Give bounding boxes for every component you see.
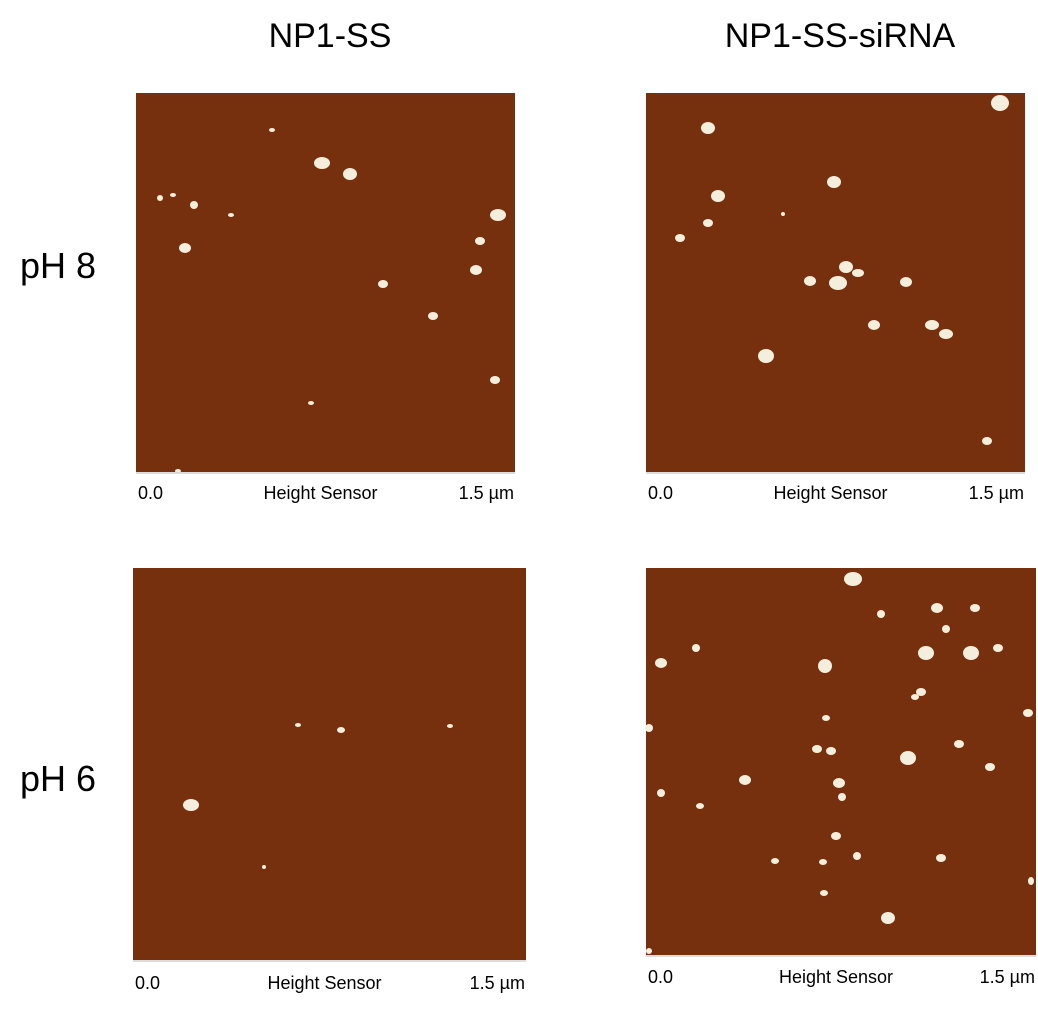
particle xyxy=(475,237,485,245)
afm-image xyxy=(136,93,515,472)
particle xyxy=(490,376,500,384)
particle xyxy=(655,658,667,668)
particle xyxy=(954,740,964,748)
particle xyxy=(1028,877,1034,885)
scale-label: Height Sensor xyxy=(773,483,887,503)
row-label: pH 6 xyxy=(20,758,96,799)
particle xyxy=(877,610,885,618)
scale-end: 1.5 µm xyxy=(459,483,514,503)
particle xyxy=(269,128,275,132)
column-title: NP1-SS xyxy=(269,17,392,55)
particle xyxy=(337,727,345,733)
particle xyxy=(183,799,199,811)
particle xyxy=(931,603,943,613)
particle xyxy=(490,209,506,221)
particle xyxy=(428,312,438,320)
particle xyxy=(826,747,836,755)
afm-image xyxy=(646,568,1036,955)
particle xyxy=(982,437,992,445)
scale-end: 1.5 µm xyxy=(980,967,1035,987)
particle xyxy=(696,803,704,809)
particle xyxy=(1023,709,1033,717)
column-title: NP1-SS-siRNA xyxy=(725,17,956,55)
particle xyxy=(820,890,828,896)
particle xyxy=(839,261,853,273)
row-label: pH 8 xyxy=(20,245,96,286)
particle xyxy=(771,858,779,864)
scale-start: 0.0 xyxy=(648,483,673,503)
particle xyxy=(916,688,926,696)
scale-start: 0.0 xyxy=(648,967,673,987)
particle xyxy=(179,243,191,253)
particle xyxy=(295,723,301,727)
scale-start: 0.0 xyxy=(138,483,163,503)
particle xyxy=(314,157,330,169)
particle xyxy=(343,168,357,180)
particle xyxy=(701,122,715,134)
particle xyxy=(991,95,1009,111)
particle xyxy=(657,789,665,797)
scale-end: 1.5 µm xyxy=(969,483,1024,503)
particle xyxy=(838,793,846,801)
particle xyxy=(308,401,314,405)
particle xyxy=(970,604,980,612)
scale-label: Height Sensor xyxy=(263,483,377,503)
particle xyxy=(833,778,845,788)
particle xyxy=(918,646,934,660)
scale-end: 1.5 µm xyxy=(470,973,525,993)
particle xyxy=(645,724,653,732)
particle xyxy=(993,644,1003,652)
particle xyxy=(985,763,995,771)
particle xyxy=(703,219,713,227)
particle xyxy=(829,276,847,290)
particle xyxy=(844,572,862,586)
particle xyxy=(818,659,832,673)
particle xyxy=(157,195,163,201)
particle xyxy=(925,320,939,330)
scale-label: Height Sensor xyxy=(779,967,893,987)
afm-image xyxy=(133,568,526,960)
particle xyxy=(868,320,880,330)
particle xyxy=(936,854,946,862)
particle xyxy=(827,176,841,188)
particle xyxy=(711,190,725,202)
particle xyxy=(739,775,751,785)
particle xyxy=(262,865,266,869)
particle xyxy=(942,625,950,633)
particle xyxy=(228,213,234,217)
particle xyxy=(781,212,785,216)
particle xyxy=(675,234,685,242)
particle xyxy=(175,469,181,473)
particle xyxy=(831,832,841,840)
particle xyxy=(822,715,830,721)
scale-label: Height Sensor xyxy=(267,973,381,993)
particle xyxy=(939,329,953,339)
particle xyxy=(190,201,198,209)
particle xyxy=(758,349,774,363)
particle xyxy=(881,912,895,924)
particle xyxy=(819,859,827,865)
particle xyxy=(470,265,482,275)
particle xyxy=(900,277,912,287)
particle xyxy=(812,745,822,753)
particle xyxy=(447,724,453,728)
particle xyxy=(853,852,861,860)
particle xyxy=(170,193,176,197)
particle xyxy=(804,276,816,286)
particle xyxy=(963,646,979,660)
particle xyxy=(646,948,652,954)
particle xyxy=(852,269,864,277)
particle xyxy=(692,644,700,652)
scale-start: 0.0 xyxy=(135,973,160,993)
particle xyxy=(911,694,919,700)
particle xyxy=(378,280,388,288)
particle xyxy=(900,751,916,765)
